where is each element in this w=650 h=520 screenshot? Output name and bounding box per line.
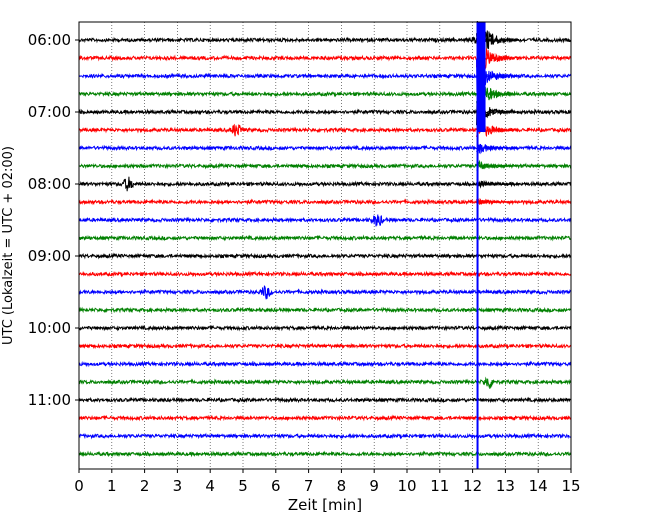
x-tick-label: 6	[271, 477, 281, 495]
plot-frame	[78, 21, 572, 470]
trace-0930	[78, 285, 572, 300]
trace-0800	[78, 176, 572, 192]
trace-1130	[78, 432, 572, 440]
x-tick-label: 12	[463, 477, 482, 495]
trace-1000	[78, 324, 572, 332]
x-tick-label: 3	[173, 477, 183, 495]
trace-0845	[78, 234, 572, 242]
quake-signal	[476, 179, 519, 189]
x-axis-label: Zeit [min]	[288, 496, 362, 514]
trace-0915	[78, 270, 572, 278]
y-tick-label: 09:00	[28, 247, 71, 265]
y-tick-label: 06:00	[28, 31, 71, 49]
x-tick-label: 13	[496, 477, 515, 495]
trace-0730	[78, 144, 572, 152]
y-tick-label: 10:00	[28, 319, 71, 337]
trace-0900	[78, 252, 572, 260]
x-axis-ticks: 0 1 2 3 4 5 6 7 8 9 10 11 12 13 14 15	[74, 469, 581, 495]
trace-group	[78, 20, 572, 469]
x-tick-label: 7	[304, 477, 314, 495]
x-tick-label: 4	[205, 477, 215, 495]
quake-signal	[476, 159, 519, 172]
quake-signal	[476, 197, 519, 205]
y-tick-label: 11:00	[28, 391, 71, 409]
x-tick-label: 8	[337, 477, 347, 495]
trace-1115	[78, 414, 572, 422]
y-tick-label: 08:00	[28, 175, 71, 193]
trace-1030	[78, 360, 572, 368]
y-axis-ticks: 06:00 07:00 08:00 09:00 10:00 11:00	[28, 31, 79, 409]
x-tick-label: 9	[369, 477, 379, 495]
x-tick-label: 15	[561, 477, 580, 495]
trace-0945	[78, 306, 572, 314]
x-tick-label: 1	[107, 477, 117, 495]
x-tick-label: 0	[74, 477, 84, 495]
trace-0830	[78, 214, 571, 227]
trace-1145	[78, 450, 572, 458]
quake-saturation	[476, 22, 486, 132]
x-tick-label: 2	[140, 477, 150, 495]
x-tick-label: 14	[529, 477, 548, 495]
quake-signal	[476, 143, 519, 155]
trace-0815	[78, 198, 572, 206]
vertical-grid	[111, 22, 539, 469]
x-tick-label: 5	[238, 477, 248, 495]
trace-1100	[78, 396, 571, 404]
y-axis-label: UTC (Lokalzeit = UTC + 02:00)	[1, 146, 16, 345]
x-tick-label: 10	[397, 477, 416, 495]
y-tick-label: 07:00	[28, 103, 71, 121]
x-tick-label: 11	[430, 477, 449, 495]
trace-1015	[78, 342, 572, 350]
trace-1045	[78, 376, 572, 389]
